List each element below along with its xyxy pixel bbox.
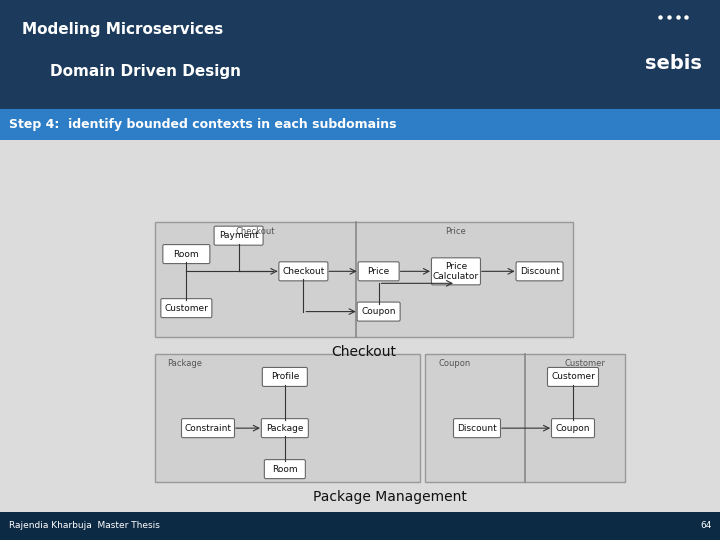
FancyBboxPatch shape [431, 258, 480, 285]
Text: Package: Package [168, 359, 202, 368]
Text: Checkout: Checkout [282, 267, 325, 276]
FancyBboxPatch shape [552, 418, 595, 437]
Text: Customer: Customer [564, 359, 606, 368]
FancyBboxPatch shape [262, 367, 307, 387]
Text: Room: Room [272, 464, 297, 474]
Text: Checkout: Checkout [235, 227, 275, 236]
Text: 64: 64 [700, 522, 711, 530]
Text: Package Management: Package Management [313, 490, 467, 504]
Text: Price: Price [446, 227, 467, 236]
Text: Domain Driven Design: Domain Driven Design [50, 64, 241, 79]
Text: Discount: Discount [457, 424, 497, 433]
Text: sebis: sebis [645, 55, 701, 73]
FancyBboxPatch shape [161, 299, 212, 318]
Text: Price: Price [367, 267, 390, 276]
Text: Profile: Profile [271, 373, 299, 381]
Text: Customer: Customer [551, 373, 595, 381]
FancyBboxPatch shape [279, 262, 328, 281]
Text: Package: Package [266, 424, 304, 433]
Text: Step 4:  identify bounded contexts in each subdomains: Step 4: identify bounded contexts in eac… [9, 118, 396, 131]
FancyBboxPatch shape [214, 226, 263, 245]
Text: Modeling Microservices: Modeling Microservices [22, 22, 223, 37]
FancyBboxPatch shape [425, 354, 625, 482]
Text: Discount: Discount [520, 267, 559, 276]
Text: Customer: Customer [164, 303, 208, 313]
Text: Payment: Payment [219, 231, 258, 240]
Text: Constraint: Constraint [184, 424, 232, 433]
FancyBboxPatch shape [358, 262, 399, 281]
Text: Checkout: Checkout [331, 345, 397, 359]
FancyBboxPatch shape [547, 367, 598, 387]
FancyBboxPatch shape [155, 222, 573, 337]
Text: Room: Room [174, 249, 199, 259]
Text: Coupon: Coupon [361, 307, 396, 316]
Text: Price
Calculator: Price Calculator [433, 262, 479, 281]
Text: Coupon: Coupon [439, 359, 471, 368]
FancyBboxPatch shape [181, 418, 235, 437]
FancyBboxPatch shape [261, 418, 308, 437]
FancyBboxPatch shape [163, 245, 210, 264]
FancyBboxPatch shape [516, 262, 563, 281]
FancyBboxPatch shape [155, 354, 420, 482]
FancyBboxPatch shape [357, 302, 400, 321]
FancyBboxPatch shape [264, 460, 305, 478]
Text: Coupon: Coupon [556, 424, 590, 433]
Text: Rajendia Kharbuja  Master Thesis: Rajendia Kharbuja Master Thesis [9, 522, 160, 530]
FancyBboxPatch shape [454, 418, 500, 437]
